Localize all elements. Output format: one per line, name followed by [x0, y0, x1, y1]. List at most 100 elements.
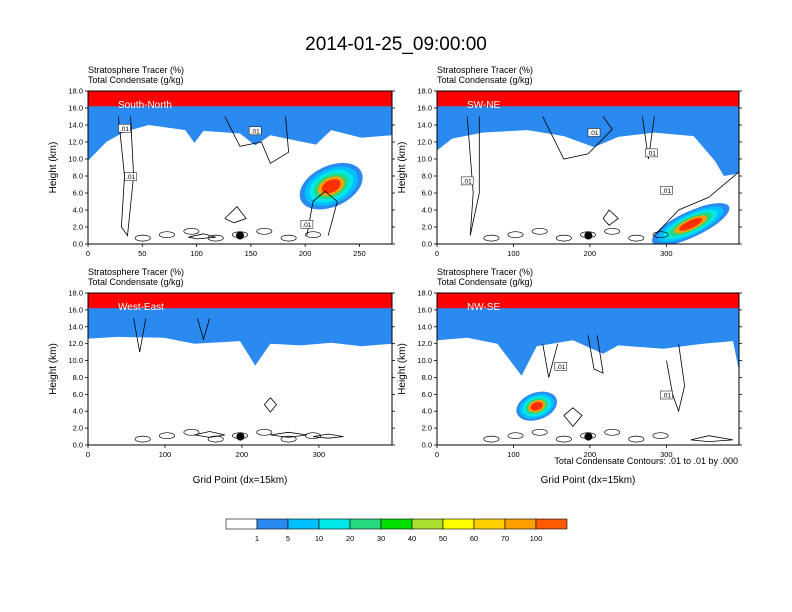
x-tick-label: 100	[507, 450, 520, 459]
strat-layer	[437, 293, 739, 376]
y-tick-label: 2.0	[73, 223, 83, 232]
tracer-blob	[321, 179, 341, 194]
y-tick-label: 12.0	[68, 339, 83, 348]
y-tick-label: 4.0	[73, 407, 83, 416]
y-tick-label: 0.0	[422, 240, 432, 249]
panel-frame	[436, 90, 740, 245]
x-axis-label: Grid Point (dx=15km)	[541, 475, 636, 486]
contour-label: .01	[662, 393, 671, 400]
y-tick-label: 8.0	[73, 373, 83, 382]
condensate-contour	[628, 435, 645, 443]
condensate-contour	[133, 318, 147, 353]
condensate-contour	[628, 234, 645, 242]
y-tick-label: 2.0	[422, 223, 432, 232]
contour-label: .01	[463, 178, 472, 185]
condensate-contour	[134, 234, 151, 242]
colorbar: 1 5 10 20 30 40 50 60 70 100	[225, 518, 568, 543]
contour-label-box	[300, 220, 314, 229]
contour-label-box	[554, 362, 568, 371]
x-tick-label: 0	[86, 249, 90, 258]
location-marker	[584, 432, 593, 441]
condensate-contour	[183, 428, 200, 436]
strat-core	[88, 91, 392, 107]
strat-core	[437, 293, 739, 309]
x-tick-label: 100	[507, 249, 520, 258]
contour-label-box	[460, 176, 474, 186]
colorbar-swatch	[349, 518, 382, 530]
colorbar-swatch	[225, 518, 258, 530]
y-tick-label: 6.0	[73, 390, 83, 399]
cross-section-label: NW-SE	[467, 302, 500, 313]
x-tick-label: 300	[313, 450, 326, 459]
contour-label-box	[660, 390, 673, 400]
panels: Stratosphere Tracer (%) Total Condensate …	[48, 65, 742, 486]
y-tick-label: 4.0	[73, 206, 83, 215]
y-tick-label: 4.0	[422, 206, 432, 215]
location-marker	[236, 231, 244, 240]
condensate-contour	[483, 435, 500, 443]
x-tick-label: 100	[159, 450, 172, 459]
contour-label-box	[587, 128, 601, 137]
y-tick-label: 12.0	[417, 339, 432, 348]
condensate-contour	[542, 116, 613, 160]
x-tick-label: 200	[584, 450, 597, 459]
condensate-contour	[256, 428, 273, 436]
panel-subtitle-tracer: Stratosphere Tracer (%)	[437, 267, 533, 277]
y-tick-label: 14.0	[68, 121, 83, 130]
y-tick-label: 16.0	[68, 104, 83, 113]
condensate-contour	[194, 431, 225, 438]
condensate-contour	[207, 234, 224, 242]
x-tick-label: 0	[435, 249, 439, 258]
contour-label: .01	[662, 188, 671, 195]
colorbar-label: 20	[346, 534, 354, 543]
y-tick-label: 18.0	[417, 87, 432, 96]
x-axis-label: Grid Point (dx=15km)	[193, 475, 288, 486]
x-tick-label: 300	[660, 450, 673, 459]
colorbar-label: 50	[439, 534, 447, 543]
panel-subtitle-tracer: Stratosphere Tracer (%)	[88, 267, 184, 277]
y-tick-label: 14.0	[417, 322, 432, 331]
condensate-contour	[224, 116, 290, 164]
y-tick-label: 6.0	[422, 189, 432, 198]
y-axis-label: Height (km)	[48, 343, 59, 395]
y-tick-label: 14.0	[68, 322, 83, 331]
x-tick-label: 100	[190, 249, 203, 258]
contour-label-box	[124, 172, 137, 181]
colorbar-label: 40	[408, 534, 416, 543]
y-tick-label: 6.0	[422, 390, 432, 399]
y-tick-label: 12.0	[417, 138, 432, 147]
contour-label: .01	[251, 128, 260, 135]
condensate-contour	[654, 171, 739, 236]
condensate-contour	[224, 205, 247, 224]
condensate-contour	[270, 431, 307, 438]
condensate-contour	[531, 227, 548, 235]
x-tick-label: 200	[299, 249, 312, 258]
y-tick-label: 8.0	[73, 172, 83, 181]
y-tick-label: 8.0	[422, 373, 432, 382]
condensate-contour	[483, 234, 500, 242]
condensate-contour	[159, 231, 175, 239]
tracer-blob	[679, 218, 703, 231]
colorbar-swatch	[411, 518, 444, 530]
strat-core	[88, 293, 392, 309]
colorbar-swatch	[442, 518, 475, 530]
condensate-contour	[134, 435, 151, 443]
panel-subtitle-tracer: Stratosphere Tracer (%)	[437, 65, 533, 75]
panel-2: Stratosphere Tracer (%)Total Condensate …	[397, 65, 742, 258]
panel-field: .01 .01 .01 .01	[88, 91, 392, 244]
y-tick-label: 10.0	[68, 356, 83, 365]
panel-subtitle-condensate: Total Condensate (g/kg)	[88, 75, 184, 85]
colorbar-swatch	[287, 518, 320, 530]
panel-1: Stratosphere Tracer (%)Total Condensate …	[48, 65, 395, 258]
condensate-contour	[280, 435, 297, 443]
colorbar-label: 70	[501, 534, 509, 543]
y-tick-label: 4.0	[422, 407, 432, 416]
x-tick-label: 50	[138, 249, 146, 258]
contour-label-box	[248, 126, 262, 136]
y-tick-label: 18.0	[68, 289, 83, 298]
tracer-blob	[530, 401, 543, 411]
colorbar-label: 60	[470, 534, 478, 543]
cross-section-label: West-East	[118, 302, 164, 313]
condensate-contour	[587, 335, 604, 374]
panel-frame	[87, 292, 393, 446]
